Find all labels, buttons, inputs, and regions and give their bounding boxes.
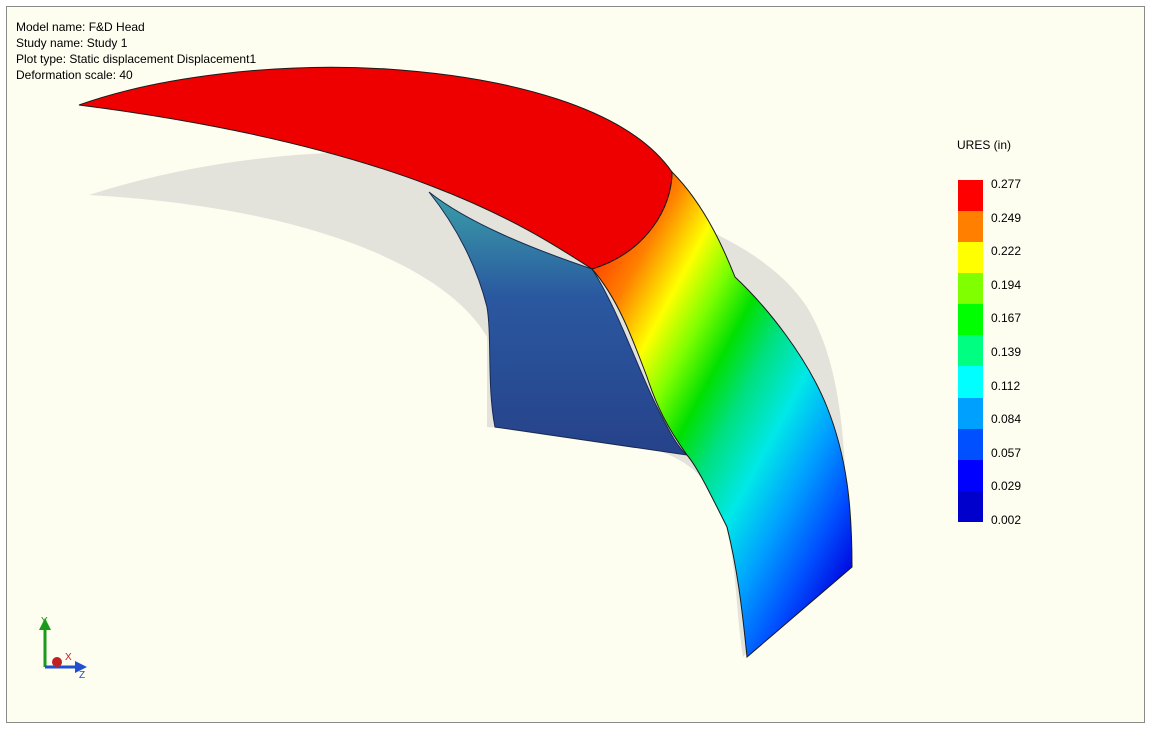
legend-color-segment — [958, 180, 983, 212]
axis-x-label: X — [65, 652, 72, 663]
legend-value-label: 0.002 — [991, 513, 1022, 527]
legend-value-label: 0.249 — [991, 210, 1022, 225]
legend-value-label: 0.084 — [991, 412, 1022, 427]
legend-color-segment — [958, 397, 983, 429]
legend-color-bar — [958, 180, 983, 522]
study-name-text: Study name: Study 1 — [16, 36, 128, 50]
graphics-viewport[interactable]: Model name: F&D Head Study name: Study 1… — [6, 6, 1145, 723]
plot-type-text: Plot type: Static displacement Displacem… — [16, 52, 257, 66]
deformed-side-band — [591, 170, 853, 659]
legend-value-label: 0.167 — [991, 311, 1022, 326]
legend-color-segment — [958, 459, 983, 491]
legend-color-segment — [958, 490, 983, 522]
legend-color-segment — [958, 335, 983, 367]
plot-info-block: Model name: F&D Head Study name: Study 1… — [16, 19, 256, 83]
legend-color-segment — [958, 211, 983, 243]
legend-value-label: 0.277 — [991, 177, 1022, 191]
legend-color-segment — [958, 428, 983, 460]
model-render[interactable] — [7, 7, 1145, 723]
legend-value-label: 0.222 — [991, 244, 1022, 259]
axis-z-label: Z — [79, 670, 85, 681]
legend-value-label: 0.139 — [991, 345, 1022, 359]
deformed-inner-face — [428, 191, 689, 456]
legend-color-segment — [958, 273, 983, 305]
legend-value-label: 0.029 — [991, 479, 1022, 494]
legend-value-label: 0.057 — [991, 445, 1022, 460]
legend-title: URES (in) — [957, 138, 1012, 152]
legend-value-label: 0.194 — [991, 277, 1022, 292]
legend-color-segment — [958, 242, 983, 274]
color-legend: URES (in) 0.277 0.249 0.222 0.194 0.167 0.139… — [951, 135, 1071, 535]
axis-y-label: Y — [41, 616, 48, 627]
deformation-scale-text: Deformation scale: 40 — [16, 68, 133, 82]
model-name-text: Model name: F&D Head — [16, 20, 145, 34]
axis-triad-icon: Y X Z — [39, 616, 87, 681]
legend-color-segment — [958, 304, 983, 336]
legend-value-label: 0.112 — [991, 378, 1021, 393]
deformed-top-cap — [78, 66, 673, 270]
legend-color-segment — [958, 366, 983, 398]
